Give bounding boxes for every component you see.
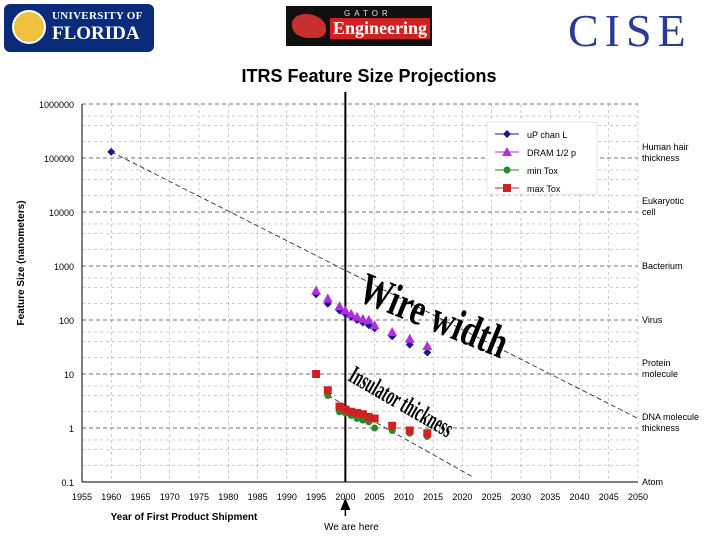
data-point-dram-1-2-p xyxy=(311,285,322,295)
y-tick-label: 1000000 xyxy=(39,100,74,110)
uf-logo-line2: FLORIDA xyxy=(52,23,140,44)
legend-marker xyxy=(503,166,511,174)
reference-label-atom: Atom xyxy=(642,477,663,487)
data-point-max-tox xyxy=(353,408,362,417)
engineering-logo-text: Engineering xyxy=(330,18,431,39)
data-point-max-tox xyxy=(388,421,397,430)
data-point-up-chan-l xyxy=(107,147,116,156)
wire-width-annotation: Wire width xyxy=(352,264,516,368)
x-tick-label: 1955 xyxy=(72,492,92,502)
x-tick-label: 1975 xyxy=(189,492,209,502)
data-point-dram-1-2-p xyxy=(334,301,345,311)
x-tick-label: 2025 xyxy=(482,492,502,502)
x-tick-label: 1970 xyxy=(160,492,180,502)
x-tick-label: 2030 xyxy=(511,492,531,502)
x-axis-label: Year of First Product Shipment xyxy=(111,512,258,523)
legend-marker xyxy=(503,130,511,138)
data-point-dram-1-2-p xyxy=(422,341,433,351)
uf-seal-icon xyxy=(12,10,46,44)
x-tick-label: 1960 xyxy=(101,492,121,502)
x-tick-label: 2005 xyxy=(365,492,385,502)
data-point-max-tox xyxy=(370,414,379,423)
x-tick-label: 1990 xyxy=(277,492,297,502)
data-point-dram-1-2-p xyxy=(363,315,374,324)
data-point-max-tox xyxy=(364,412,373,421)
y-tick-label: 100000 xyxy=(44,154,74,164)
x-tick-label: 2010 xyxy=(394,492,414,502)
trend-line xyxy=(111,151,639,419)
x-tick-label: 2000 xyxy=(335,492,355,502)
uf-logo-line1: UNIVERSITY OF xyxy=(52,10,143,22)
data-point-max-tox xyxy=(347,407,356,416)
data-point-max-tox xyxy=(323,386,332,395)
y-tick-label: 1000 xyxy=(54,262,74,272)
data-point-min-tox xyxy=(371,424,379,432)
reference-label-virus: Virus xyxy=(642,315,663,325)
legend-marker xyxy=(502,147,512,156)
cise-logo: CISE xyxy=(568,5,692,56)
reference-label-dna-molecule-thickness: DNA molecule thickness xyxy=(642,412,699,433)
data-point-dram-1-2-p xyxy=(340,305,351,315)
x-tick-label: 2045 xyxy=(599,492,619,502)
legend-label: DRAM 1/2 p xyxy=(527,148,576,158)
x-tick-label: 2035 xyxy=(540,492,560,502)
data-point-max-tox xyxy=(405,426,414,435)
reference-label-bacterium: Bacterium xyxy=(642,261,683,271)
x-tick-label: 2050 xyxy=(628,492,648,502)
data-point-dram-1-2-p xyxy=(322,293,333,303)
gator-icon xyxy=(292,14,326,38)
reference-label-eukaryotic-cell: Eukaryotic cell xyxy=(642,196,685,217)
university-of-florida-logo: UNIVERSITY OF FLORIDA xyxy=(4,4,154,52)
x-tick-label: 1965 xyxy=(131,492,151,502)
reference-label-human-hair-thickness: Human hair thickness xyxy=(642,142,689,163)
y-tick-label: 10000 xyxy=(49,208,74,218)
x-tick-label: 1980 xyxy=(218,492,238,502)
chart-title: ITRS Feature Size Projections xyxy=(241,66,496,86)
data-point-min-tox xyxy=(359,416,367,424)
data-point-dram-1-2-p xyxy=(357,313,368,323)
data-point-dram-1-2-p xyxy=(346,308,357,318)
legend-marker xyxy=(503,184,511,192)
y-axis-label: Feature Size (nanometers) xyxy=(16,200,27,325)
x-tick-label: 2015 xyxy=(423,492,443,502)
gator-engineering-logo: GATOR Engineering xyxy=(286,6,432,46)
legend-label: min Tox xyxy=(527,166,558,176)
x-tick-label: 1995 xyxy=(306,492,326,502)
y-tick-label: 100 xyxy=(59,316,74,326)
reference-label-protein-molecule: Protein molecule xyxy=(642,358,678,379)
gator-logo-small-text: GATOR xyxy=(344,9,392,18)
data-point-max-tox xyxy=(341,405,350,414)
data-point-max-tox xyxy=(423,429,432,438)
data-point-max-tox xyxy=(312,370,321,378)
y-tick-label: 10 xyxy=(64,370,74,380)
data-point-dram-1-2-p xyxy=(404,333,415,343)
y-tick-label: 0.1 xyxy=(61,478,74,488)
x-tick-label: 2040 xyxy=(569,492,589,502)
data-point-dram-1-2-p xyxy=(352,311,363,321)
data-point-max-tox xyxy=(335,402,344,411)
legend-label: uP chan L xyxy=(527,130,567,140)
legend-label: max Tox xyxy=(527,184,561,194)
we-are-here-arrow-icon xyxy=(340,498,351,510)
data-point-max-tox xyxy=(358,410,367,419)
x-tick-label: 1985 xyxy=(248,492,268,502)
x-tick-label: 2020 xyxy=(452,492,472,502)
data-point-dram-1-2-p xyxy=(387,326,398,336)
we-are-here-label: We are here xyxy=(324,522,379,533)
data-point-up-chan-l xyxy=(423,348,432,357)
y-tick-label: 1 xyxy=(69,424,74,434)
data-point-dram-1-2-p xyxy=(369,320,380,330)
